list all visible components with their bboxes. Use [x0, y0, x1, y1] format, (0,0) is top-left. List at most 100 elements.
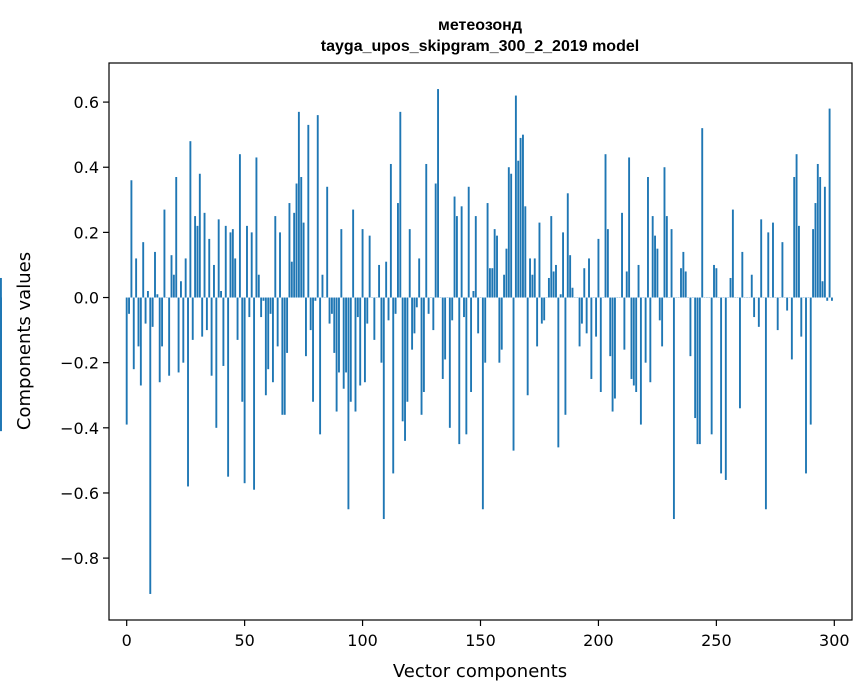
- bar: [805, 297, 807, 474]
- bar: [604, 154, 607, 298]
- bar: [385, 261, 388, 298]
- bar: [531, 274, 534, 298]
- bar: [243, 297, 246, 484]
- bar: [297, 111, 300, 298]
- bar: [797, 225, 800, 298]
- bar: [559, 294, 562, 298]
- bar: [831, 297, 833, 301]
- bar: [255, 157, 258, 298]
- bar: [182, 297, 185, 363]
- bar: [373, 297, 376, 340]
- bar: [496, 235, 498, 298]
- bar: [418, 258, 421, 298]
- bar: [203, 212, 206, 298]
- bar: [281, 297, 284, 415]
- bar: [720, 297, 723, 474]
- bar: [399, 111, 402, 298]
- bar: [191, 297, 194, 340]
- bar: [248, 297, 251, 318]
- bar: [465, 297, 468, 435]
- bar: [750, 274, 753, 298]
- bar: [401, 297, 404, 422]
- bar: [352, 209, 355, 298]
- bar: [300, 177, 303, 298]
- bar: [606, 229, 609, 298]
- bar: [519, 137, 522, 298]
- bar: [144, 297, 147, 324]
- bar: [767, 232, 770, 298]
- bar: [536, 297, 539, 347]
- bar: [795, 154, 798, 298]
- bar: [455, 216, 458, 298]
- bar: [196, 225, 199, 298]
- bar: [158, 297, 161, 383]
- bar: [663, 167, 666, 298]
- bar: [146, 291, 149, 298]
- bar: [314, 297, 317, 301]
- bar: [262, 297, 265, 301]
- bar: [349, 297, 352, 402]
- x-tick-label: 300: [819, 631, 850, 650]
- bar: [250, 232, 253, 298]
- bar: [599, 297, 602, 392]
- bar: [524, 206, 527, 298]
- bar: [507, 167, 510, 298]
- bar: [510, 173, 513, 298]
- bar: [517, 160, 520, 298]
- bar: [760, 219, 763, 298]
- bar: [661, 297, 664, 347]
- bar: [271, 297, 274, 383]
- y-tick-label: 0.2: [74, 223, 99, 242]
- bar: [422, 297, 425, 392]
- bar: [154, 251, 156, 298]
- bar: [647, 177, 649, 298]
- bar: [656, 248, 659, 298]
- x-tick-label: 200: [583, 631, 614, 650]
- bar: [309, 297, 312, 331]
- bar: [387, 297, 390, 321]
- bar: [215, 297, 218, 428]
- bar: [644, 297, 647, 363]
- bar: [609, 297, 612, 357]
- y-tick-label: −0.4: [60, 419, 99, 438]
- bar: [286, 297, 289, 353]
- bar: [326, 186, 329, 298]
- bar: [595, 297, 598, 337]
- bar: [342, 297, 345, 389]
- bar: [547, 277, 550, 298]
- bar: [625, 271, 628, 298]
- bar: [680, 268, 682, 298]
- bar: [477, 297, 480, 334]
- bar: [710, 297, 713, 435]
- bar: [345, 297, 347, 373]
- bar: [694, 297, 697, 419]
- bar: [463, 297, 465, 318]
- bar: [276, 297, 279, 347]
- bar: [557, 297, 560, 448]
- bar: [809, 297, 812, 425]
- bar: [293, 212, 296, 298]
- bar: [488, 268, 491, 298]
- bar: [555, 264, 557, 298]
- bar: [139, 297, 142, 386]
- bar: [389, 163, 392, 298]
- bar: [453, 196, 456, 298]
- bar: [552, 271, 555, 298]
- bar: [366, 297, 369, 324]
- bar: [614, 297, 616, 399]
- bar: [177, 297, 180, 373]
- bar: [330, 297, 333, 314]
- bar: [540, 297, 543, 324]
- bar: [611, 297, 614, 412]
- bar: [231, 229, 234, 298]
- bar: [491, 268, 494, 298]
- bar: [637, 264, 640, 298]
- bar: [413, 297, 416, 334]
- bar: [437, 89, 439, 298]
- bar: [696, 297, 699, 445]
- bar: [682, 251, 685, 298]
- bar: [319, 297, 322, 435]
- bar: [142, 242, 145, 298]
- bar: [274, 216, 277, 298]
- bar: [394, 297, 397, 314]
